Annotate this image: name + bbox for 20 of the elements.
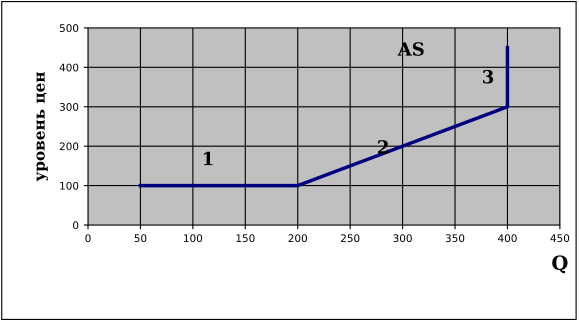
x-axis-title: Q xyxy=(552,255,568,274)
annotation: 3 xyxy=(482,70,494,84)
x-tick-label: 350 xyxy=(446,234,464,242)
annotation: 1 xyxy=(204,152,212,166)
x-tick-label: 250 xyxy=(340,234,360,242)
x-tick-label: 0 xyxy=(85,234,91,242)
y-tick-label: 100 xyxy=(60,182,78,190)
y-tick-label: 0 xyxy=(73,221,78,230)
x-tick-label: 50 xyxy=(134,234,146,242)
x-tick-label: 300 xyxy=(393,234,412,242)
x-tick-label: 100 xyxy=(184,234,202,242)
x-tick-label: 400 xyxy=(498,234,517,242)
x-tick-label: 150 xyxy=(236,234,255,242)
x-tick-label: 200 xyxy=(288,234,307,242)
y-tick-label: 300 xyxy=(60,102,78,111)
y-tick-label: 200 xyxy=(60,142,78,150)
y-tick-label: 400 xyxy=(60,64,78,72)
y-tick-label: 500 xyxy=(60,24,78,32)
y-axis-title: уровень цен xyxy=(36,72,48,182)
x-tick-label: 450 xyxy=(550,234,570,242)
